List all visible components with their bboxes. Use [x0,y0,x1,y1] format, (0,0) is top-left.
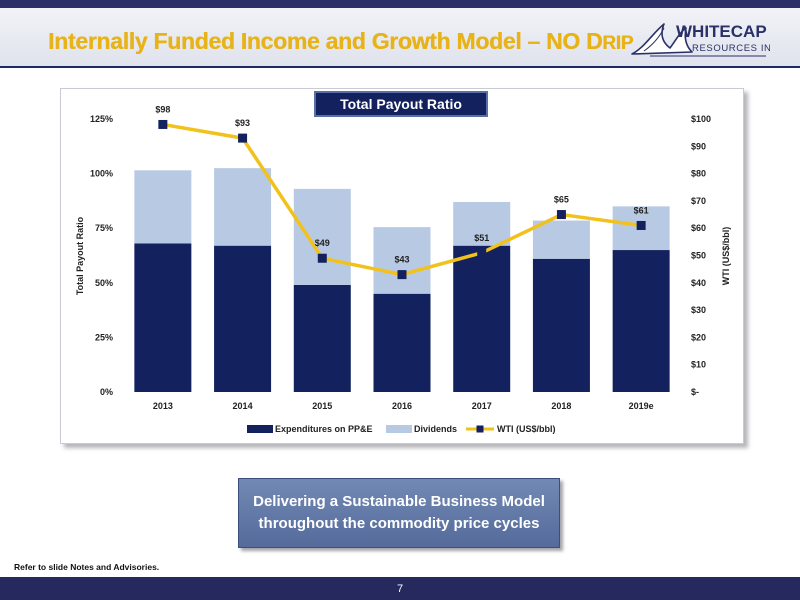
bar-expenditures-on-pp-e [532,258,590,392]
wti-data-label: $98 [155,104,170,114]
y-right-tick-label: $100 [691,114,711,124]
bar-expenditures-on-pp-e [373,293,431,392]
x-tick-label: 2019e [629,401,654,411]
y-right-tick-label: $20 [691,332,706,342]
y-right-tick-label: $- [691,387,699,397]
wti-data-label: $49 [315,238,330,248]
payout-ratio-chart: Total Payout Ratio 0% 25% 50% 75% 100% 125% $- $… [75,91,731,434]
footer-bar: 7 [0,577,800,600]
wti-data-label: $65 [554,195,569,205]
bar-expenditures-on-pp-e [453,245,511,392]
bar-expenditures-on-pp-e [293,284,351,392]
bar-dividends [532,220,590,259]
wti-point [636,220,646,230]
bar-dividends [134,170,192,244]
page-title: Internally Funded Income and Growth Mode… [48,28,633,55]
bar-dividends [293,188,351,285]
y-tick-label: 75% [95,223,113,233]
y-tick-label: 50% [95,278,113,288]
wti-data-label: $93 [235,118,250,128]
logo-wave-icon [631,23,693,55]
legend-label-dividends: Dividends [414,424,457,434]
x-tick-label: 2015 [312,401,332,411]
wti-data-label: $51 [474,233,489,243]
wti-point [556,210,566,220]
logo-text-sub: RESOURCES INC [692,43,770,54]
whitecap-logo: WHITECAP RESOURCES INC [631,22,770,57]
bar-expenditures-on-pp-e [612,250,670,392]
bar-dividends [453,201,511,246]
y-right-tick-label: $70 [691,196,706,206]
y-tick-label: 100% [90,169,113,179]
legend-label-ppe: Expenditures on PP&E [275,424,373,434]
page-number: 7 [396,582,404,595]
logo-text-main: WHITECAP [676,22,767,41]
y-right-tick-label: $10 [691,360,706,370]
bar-dividends [373,227,431,294]
wti-point [477,248,487,258]
x-tick-label: 2018 [551,401,571,411]
chart-title-box [314,91,488,117]
wti-data-label: $43 [394,255,409,265]
legend-swatch-ppe [247,425,273,433]
y-tick-label: 125% [90,114,113,124]
wti-point [397,270,407,280]
bar-expenditures-on-pp-e [134,243,192,392]
y-right-tick-label: $30 [691,305,706,315]
y-axis-title: Total Payout Ratio [75,216,85,295]
header-stripe [0,0,800,8]
header-rule [0,66,800,68]
chart-title: Total Payout Ratio [340,96,462,112]
bar-dividends [214,168,272,246]
key-message-box: Delivering a Sustainable Business Model … [238,478,560,548]
y-right-tick-label: $40 [691,278,706,288]
wti-point [158,119,168,129]
wti-point [238,133,248,143]
y-tick-label: 25% [95,332,113,342]
y-tick-label: 0% [100,387,113,397]
x-tick-label: 2013 [153,401,173,411]
y-right-tick-label: $50 [691,251,706,261]
y-right-tick-label: $90 [691,141,706,151]
wti-point [317,253,327,263]
x-tick-label: 2014 [233,401,253,411]
key-message-line-2: throughout the commodity price cycles [258,515,540,532]
y-right-tick-label: $60 [691,223,706,233]
y-right-tick-label: $80 [691,169,706,179]
advisories-note: Refer to slide Notes and Advisories. [14,562,160,572]
x-tick-label: 2017 [472,401,492,411]
legend-label-wti: WTI (US$/bbl) [497,424,556,434]
x-tick-label: 2016 [392,401,412,411]
legend-swatch-dividends [386,425,412,433]
key-message-line-1: Delivering a Sustainable Business Model [253,493,545,510]
y-right-axis-title: WTI (US$/bbl) [721,227,731,286]
header: Internally Funded Income and Growth Mode… [0,0,800,68]
page-title-text: Internally Funded Income and Growth Mode… [48,28,634,54]
bar-expenditures-on-pp-e [214,245,272,392]
chart-panel: Total Payout Ratio 0% 25% 50% 75% 100% 125% $- $… [60,88,744,444]
legend-swatch-wti-marker [476,425,484,433]
wti-data-label: $61 [634,205,649,215]
